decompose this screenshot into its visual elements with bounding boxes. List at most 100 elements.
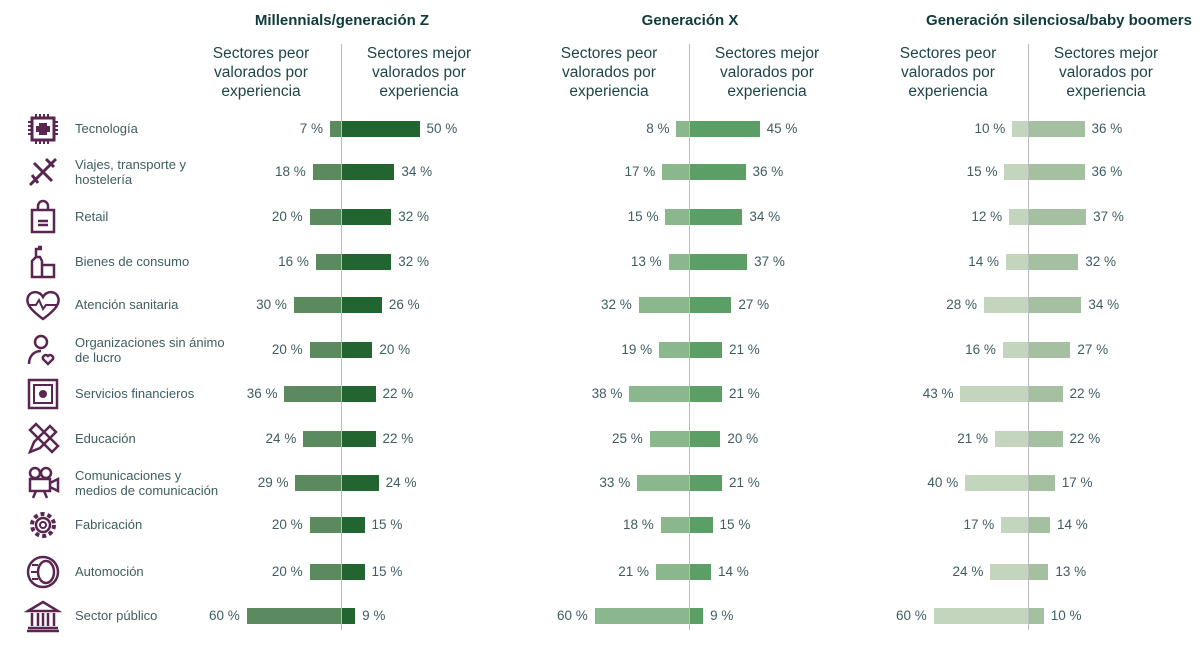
heart-pulse-icon	[26, 290, 60, 321]
value-label-worse: 7 %	[299, 121, 324, 136]
value-label-better: 13 %	[1055, 564, 1087, 579]
left-column-label: Sectores peor valorados por experiencia	[560, 45, 658, 100]
bar-worse	[330, 121, 341, 137]
bar-better	[689, 121, 760, 137]
category-label: Educación	[75, 431, 136, 446]
bar-worse	[659, 342, 689, 358]
value-label-better: 32 %	[1085, 254, 1117, 269]
value-label-better: 15 %	[371, 564, 403, 579]
value-label-better: 50 %	[426, 121, 458, 136]
bar-better	[1028, 209, 1087, 225]
value-label-better: 37 %	[754, 254, 785, 269]
center-axis	[1028, 44, 1029, 630]
bar-worse	[284, 386, 341, 402]
value-label-worse: 33 %	[599, 475, 631, 490]
center-axis	[341, 44, 342, 630]
panel-title: Generación X	[641, 12, 739, 29]
value-label-worse: 18 %	[622, 517, 654, 532]
value-label-better: 14 %	[717, 564, 749, 579]
bar-better	[341, 121, 420, 137]
gear-icon	[30, 512, 56, 538]
value-label-worse: 40 %	[927, 475, 959, 490]
bar-better	[1028, 254, 1079, 270]
right-column-label: Sectores mejor valorados por experiencia	[366, 45, 472, 100]
bar-better	[341, 608, 356, 624]
bar-better	[1028, 431, 1063, 447]
value-label-better: 10 %	[1050, 608, 1082, 623]
category-label: Tecnología	[75, 121, 138, 136]
bar-better	[1028, 608, 1044, 624]
bar-worse	[990, 564, 1028, 580]
bar-better	[341, 164, 395, 180]
bar-worse	[637, 475, 689, 491]
value-label-worse: 20 %	[271, 517, 303, 532]
value-label-worse: 38 %	[591, 386, 623, 401]
center-axis	[689, 44, 690, 630]
value-label-worse: 36 %	[246, 386, 278, 401]
value-label-worse: 43 %	[922, 386, 954, 401]
bar-worse	[668, 254, 689, 270]
bar-better	[341, 342, 373, 358]
value-label-better: 17 %	[1061, 475, 1093, 490]
bar-better	[1028, 297, 1082, 313]
bar-worse	[309, 517, 341, 533]
bar-worse	[246, 608, 341, 624]
pencil-ruler-icon	[27, 422, 60, 455]
bar-worse	[309, 342, 341, 358]
left-column-label: Sectores peor valorados por experiencia	[899, 45, 997, 100]
right-column-label: Sectores mejor valorados por experiencia	[714, 45, 820, 100]
bar-worse	[665, 209, 689, 225]
bar-better	[689, 297, 732, 313]
value-label-worse: 15 %	[627, 209, 659, 224]
value-label-worse: 17 %	[624, 164, 656, 179]
bar-worse	[629, 386, 689, 402]
value-label-better: 21 %	[728, 386, 760, 401]
category-label: Bienes de consumo	[75, 254, 190, 269]
panel-title: Millennials/generación Z	[254, 12, 430, 29]
bar-worse	[293, 297, 341, 313]
value-label-worse: 17 %	[963, 517, 995, 532]
value-label-worse: 21 %	[957, 431, 989, 446]
bar-better	[689, 254, 748, 270]
value-label-better: 9 %	[362, 608, 386, 623]
value-label-worse: 24 %	[265, 431, 297, 446]
value-label-worse: 21 %	[618, 564, 650, 579]
value-label-worse: 20 %	[271, 209, 303, 224]
bar-better	[689, 164, 746, 180]
value-label-better: 36 %	[1091, 164, 1123, 179]
category-label: Comunicaciones y medios de comunicación	[75, 468, 219, 498]
bar-better	[689, 342, 722, 358]
bar-worse	[649, 431, 689, 447]
bar-worse	[660, 517, 689, 533]
bar-better	[1028, 475, 1055, 491]
right-column-label: Sectores mejor valorados por experiencia	[1053, 45, 1159, 100]
bar-better	[689, 564, 711, 580]
value-label-worse: 13 %	[630, 254, 662, 269]
category-label: Retail	[75, 209, 109, 224]
bar-worse	[965, 475, 1028, 491]
bar-better	[689, 517, 713, 533]
value-label-worse: 8 %	[646, 121, 670, 136]
bar-better	[341, 431, 376, 447]
bar-worse	[295, 475, 341, 491]
value-label-better: 22 %	[382, 431, 414, 446]
value-label-better: 22 %	[382, 386, 414, 401]
value-label-better: 22 %	[1069, 386, 1101, 401]
bar-better	[341, 386, 376, 402]
bar-better	[1028, 121, 1085, 137]
bar-worse	[312, 164, 341, 180]
bar-worse	[1004, 164, 1028, 180]
value-label-better: 27 %	[738, 297, 770, 312]
bar-worse	[1009, 209, 1028, 225]
bar-better	[689, 431, 721, 447]
value-label-worse: 32 %	[600, 297, 632, 312]
category-label: Atención sanitaria	[75, 297, 179, 312]
bar-better	[689, 386, 722, 402]
bar-better	[341, 254, 392, 270]
bar-better	[689, 209, 743, 225]
bar-worse	[303, 431, 341, 447]
bar-better	[341, 209, 392, 225]
bar-better	[689, 608, 704, 624]
value-label-worse: 28 %	[946, 297, 978, 312]
bar-worse	[933, 608, 1028, 624]
